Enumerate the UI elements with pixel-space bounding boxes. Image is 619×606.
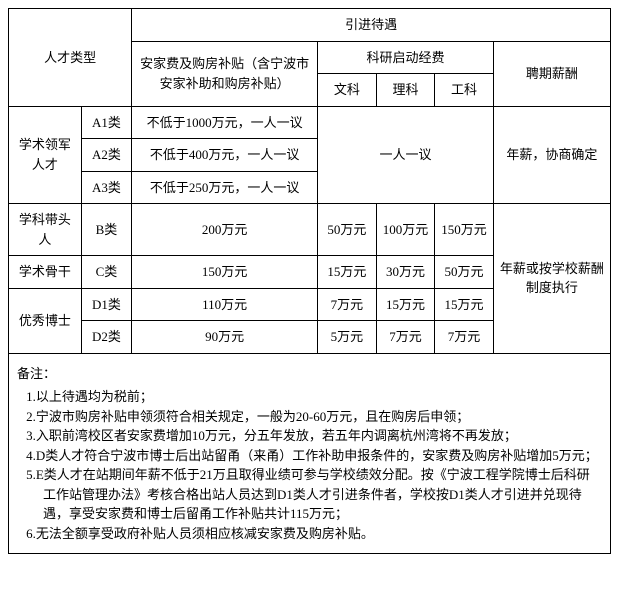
header-salary: 聘期薪酬 [493,41,610,106]
header-intro-treatment: 引进待遇 [132,9,611,42]
d2-science: 7万元 [376,321,435,354]
sub-b: B类 [81,204,132,256]
note-6: 6.无法全额享受政府补贴人员须相应核减安家费及购房补贴。 [43,524,602,544]
d1-liberal: 7万元 [318,288,377,321]
header-liberal: 文科 [318,74,377,107]
sub-a1: A1类 [81,106,132,139]
a3-allowance: 不低于250万元，一人一议 [132,171,318,204]
leader-research: 一人一议 [318,106,494,204]
cat-phd: 优秀博士 [9,288,82,353]
a1-allowance: 不低于1000万元，一人一议 [132,106,318,139]
sub-a2: A2类 [81,139,132,172]
leader-salary: 年薪，协商确定 [493,106,610,204]
header-science: 理科 [376,74,435,107]
cat-leader: 学术领军人才 [9,106,82,204]
b-allowance: 200万元 [132,204,318,256]
c-science: 30万元 [376,256,435,289]
c-liberal: 15万元 [318,256,377,289]
b-science: 100万元 [376,204,435,256]
sub-d1: D1类 [81,288,132,321]
header-allowance: 安家费及购房补贴（含宁波市安家补助和购房补贴） [132,41,318,106]
note-1: 1.以上待遇均为税前； [43,387,602,407]
b-engineering: 150万元 [435,204,494,256]
sub-c: C类 [81,256,132,289]
notes-title: 备注： [17,364,602,384]
sub-a3: A3类 [81,171,132,204]
d1-engineering: 15万元 [435,288,494,321]
header-engineering: 工科 [435,74,494,107]
d2-allowance: 90万元 [132,321,318,354]
notes-cell: 备注： 1.以上待遇均为税前； 2.宁波市购房补贴申领须符合相关规定，一般为20… [9,353,611,554]
cat-backbone: 学术骨干 [9,256,82,289]
header-talent-type: 人才类型 [9,9,132,107]
header-research-fund: 科研启动经费 [318,41,494,74]
c-allowance: 150万元 [132,256,318,289]
salary-merged: 年薪或按学校薪酬制度执行 [493,204,610,354]
note-4: 4.D类人才符合宁波市博士后出站留甬（来甬）工作补助申报条件的，安家费及购房补贴… [43,446,602,466]
notes-list: 1.以上待遇均为税前； 2.宁波市购房补贴申领须符合相关规定，一般为20-60万… [17,387,602,543]
note-3: 3.入职前湾校区者安家费增加10万元，分五年发放，若五年内调离杭州湾将不再发放； [43,426,602,446]
talent-treatment-table: 人才类型 引进待遇 安家费及购房补贴（含宁波市安家补助和购房补贴） 科研启动经费… [8,8,611,554]
c-engineering: 50万元 [435,256,494,289]
d1-science: 15万元 [376,288,435,321]
d2-liberal: 5万元 [318,321,377,354]
note-5: 5.E类人才在站期间年薪不低于21万且取得业绩可参与学校绩效分配。按《宁波工程学… [43,465,602,524]
b-liberal: 50万元 [318,204,377,256]
a2-allowance: 不低于400万元，一人一议 [132,139,318,172]
d2-engineering: 7万元 [435,321,494,354]
cat-discipline-leader: 学科带头人 [9,204,82,256]
d1-allowance: 110万元 [132,288,318,321]
sub-d2: D2类 [81,321,132,354]
note-2: 2.宁波市购房补贴申领须符合相关规定，一般为20-60万元，且在购房后申领； [43,407,602,427]
